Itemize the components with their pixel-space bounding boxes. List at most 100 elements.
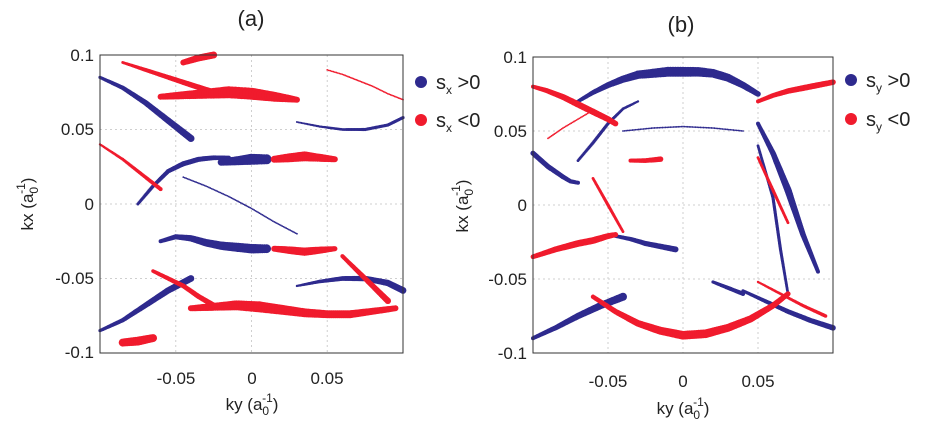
panel-b-point-positive xyxy=(727,128,730,131)
panel-a-point-positive xyxy=(274,221,277,224)
panel-b-ytick-label: -0.1 xyxy=(498,344,527,363)
panel-a-point-positive xyxy=(277,223,280,225)
panel-a-point-positive xyxy=(192,180,195,182)
panel-a-legend-label-negative: sx <0 xyxy=(436,110,480,135)
panel-b-point-positive xyxy=(658,126,661,129)
panel-b-point-positive xyxy=(723,128,725,131)
panel-b-point-positive xyxy=(634,128,637,131)
panel-a-point-positive xyxy=(237,200,240,203)
panel-a-xtick-label: 0 xyxy=(247,369,256,388)
panel-a-axes-frame xyxy=(99,54,404,354)
panel-b-point-positive xyxy=(628,129,631,132)
panel-b-point-positive xyxy=(674,126,677,128)
panel-b-point-positive xyxy=(623,129,626,132)
panel-a-point-positive xyxy=(227,195,230,198)
panel-a-point-positive xyxy=(257,211,260,214)
panel-a-point-positive xyxy=(262,244,272,254)
panel-b-point-positive xyxy=(619,292,627,301)
panel-b-point-positive xyxy=(647,127,650,130)
panel-b-point-positive xyxy=(625,129,628,132)
panel-b-point-positive xyxy=(691,126,694,128)
panel-a-point-positive xyxy=(223,193,226,196)
panel-b-ytick-label: 0.1 xyxy=(503,48,527,67)
panel-b-point-positive xyxy=(672,126,675,128)
panel-b: (b) 0.1 0.05 0 -0.05 -0.1 -0.05 0 0.05 k… xyxy=(449,12,910,422)
panel-a-legend: sx >0 sx <0 xyxy=(415,72,480,135)
panel-b-xtick-label: 0 xyxy=(678,372,687,391)
panel-b-point-positive xyxy=(622,130,624,132)
panel-b-point-positive xyxy=(648,127,651,130)
panel-a-point-positive xyxy=(193,180,196,183)
panel-a-point-negative xyxy=(389,93,392,96)
panel-b-point-positive xyxy=(682,125,684,128)
panel-a-point-negative xyxy=(382,90,385,93)
panel-a-point-positive xyxy=(215,189,217,192)
panel-b-point-negative xyxy=(786,221,790,225)
panel-b-point-negative xyxy=(585,113,588,116)
panel-b-point-positive xyxy=(712,127,714,129)
panel-b-point-positive xyxy=(678,125,681,128)
panel-b-point-positive xyxy=(740,291,746,296)
panel-b-point-positive xyxy=(697,126,700,129)
panel-a-point-positive xyxy=(226,195,229,197)
panel-b-legend-label-positive: sy >0 xyxy=(866,70,910,95)
panel-a-point-negative xyxy=(369,84,371,87)
panel-a-point-positive xyxy=(286,227,289,230)
panel-a-point-negative xyxy=(380,89,382,92)
panel-a-point-negative xyxy=(371,85,374,88)
panel-a-point-positive xyxy=(187,275,195,282)
panel-a-point-negative xyxy=(333,71,336,74)
panel-a-point-positive xyxy=(258,212,261,215)
panel-a-point-positive xyxy=(269,218,272,221)
panel-b-point-positive xyxy=(742,130,744,132)
panel-a-point-positive xyxy=(245,204,248,207)
panel-b-point-positive xyxy=(729,128,732,131)
panel-a-point-positive xyxy=(293,231,296,234)
panel-b-point-positive xyxy=(686,125,689,128)
panel-a-point-negative xyxy=(363,82,366,84)
panel-b-point-negative xyxy=(582,115,585,117)
panel-b-point-positive xyxy=(734,129,737,132)
panel-b-point-negative xyxy=(592,109,594,112)
panel-b-point-positive xyxy=(671,126,673,129)
panel-a-point-negative xyxy=(347,75,349,78)
panel-a-point-positive xyxy=(182,176,185,179)
panel-b-point-positive xyxy=(645,127,648,130)
panel-a-point-negative xyxy=(353,78,356,81)
panel-b-point-negative xyxy=(612,232,619,238)
panel-a-ytick-label: 0 xyxy=(85,195,94,214)
panel-a-point-negative xyxy=(326,69,329,71)
panel-a-point-negative xyxy=(352,77,355,80)
panel-a-point-positive xyxy=(200,183,203,186)
panel-a-point-negative xyxy=(360,81,363,83)
panel-a-point-positive xyxy=(254,209,257,212)
panel-b-point-positive xyxy=(667,126,670,129)
panel-a-point-negative xyxy=(364,82,367,85)
panel-a-point-negative xyxy=(392,305,399,312)
panel-b-point-positive xyxy=(693,126,695,129)
panel-b-x-axis-title: ky (a0-1) xyxy=(657,395,710,422)
panel-a-point-positive xyxy=(284,226,286,229)
panel-a-point-positive xyxy=(190,179,193,182)
panel-b-ytick-label: -0.05 xyxy=(488,270,527,289)
panel-a-point-positive xyxy=(206,185,209,188)
panel-a-point-negative xyxy=(330,70,333,73)
panel-a-point-negative xyxy=(293,96,300,103)
panel-b-point-negative xyxy=(559,128,562,131)
panel-a-point-positive xyxy=(233,198,236,201)
panel-a-point-negative xyxy=(381,90,384,92)
panel-a-point-positive xyxy=(278,223,281,226)
panel-b-point-positive xyxy=(655,126,658,129)
panel-a-point-positive xyxy=(288,228,290,231)
panel-a: (a) 0.1 0.05 0 -0.05 -0.1 -0.05 0 0.05 k… xyxy=(14,6,480,418)
panel-a-legend-marker-negative xyxy=(415,114,427,126)
panel-a-point-positive xyxy=(207,186,210,189)
panel-a-point-positive xyxy=(210,187,213,190)
panel-a-point-positive xyxy=(276,222,278,225)
panel-a-point-positive xyxy=(262,214,265,217)
panel-b-point-negative xyxy=(586,112,589,115)
panel-b-point-negative xyxy=(548,136,551,139)
panel-b-point-positive xyxy=(666,126,669,129)
panel-a-point-negative xyxy=(388,93,391,96)
